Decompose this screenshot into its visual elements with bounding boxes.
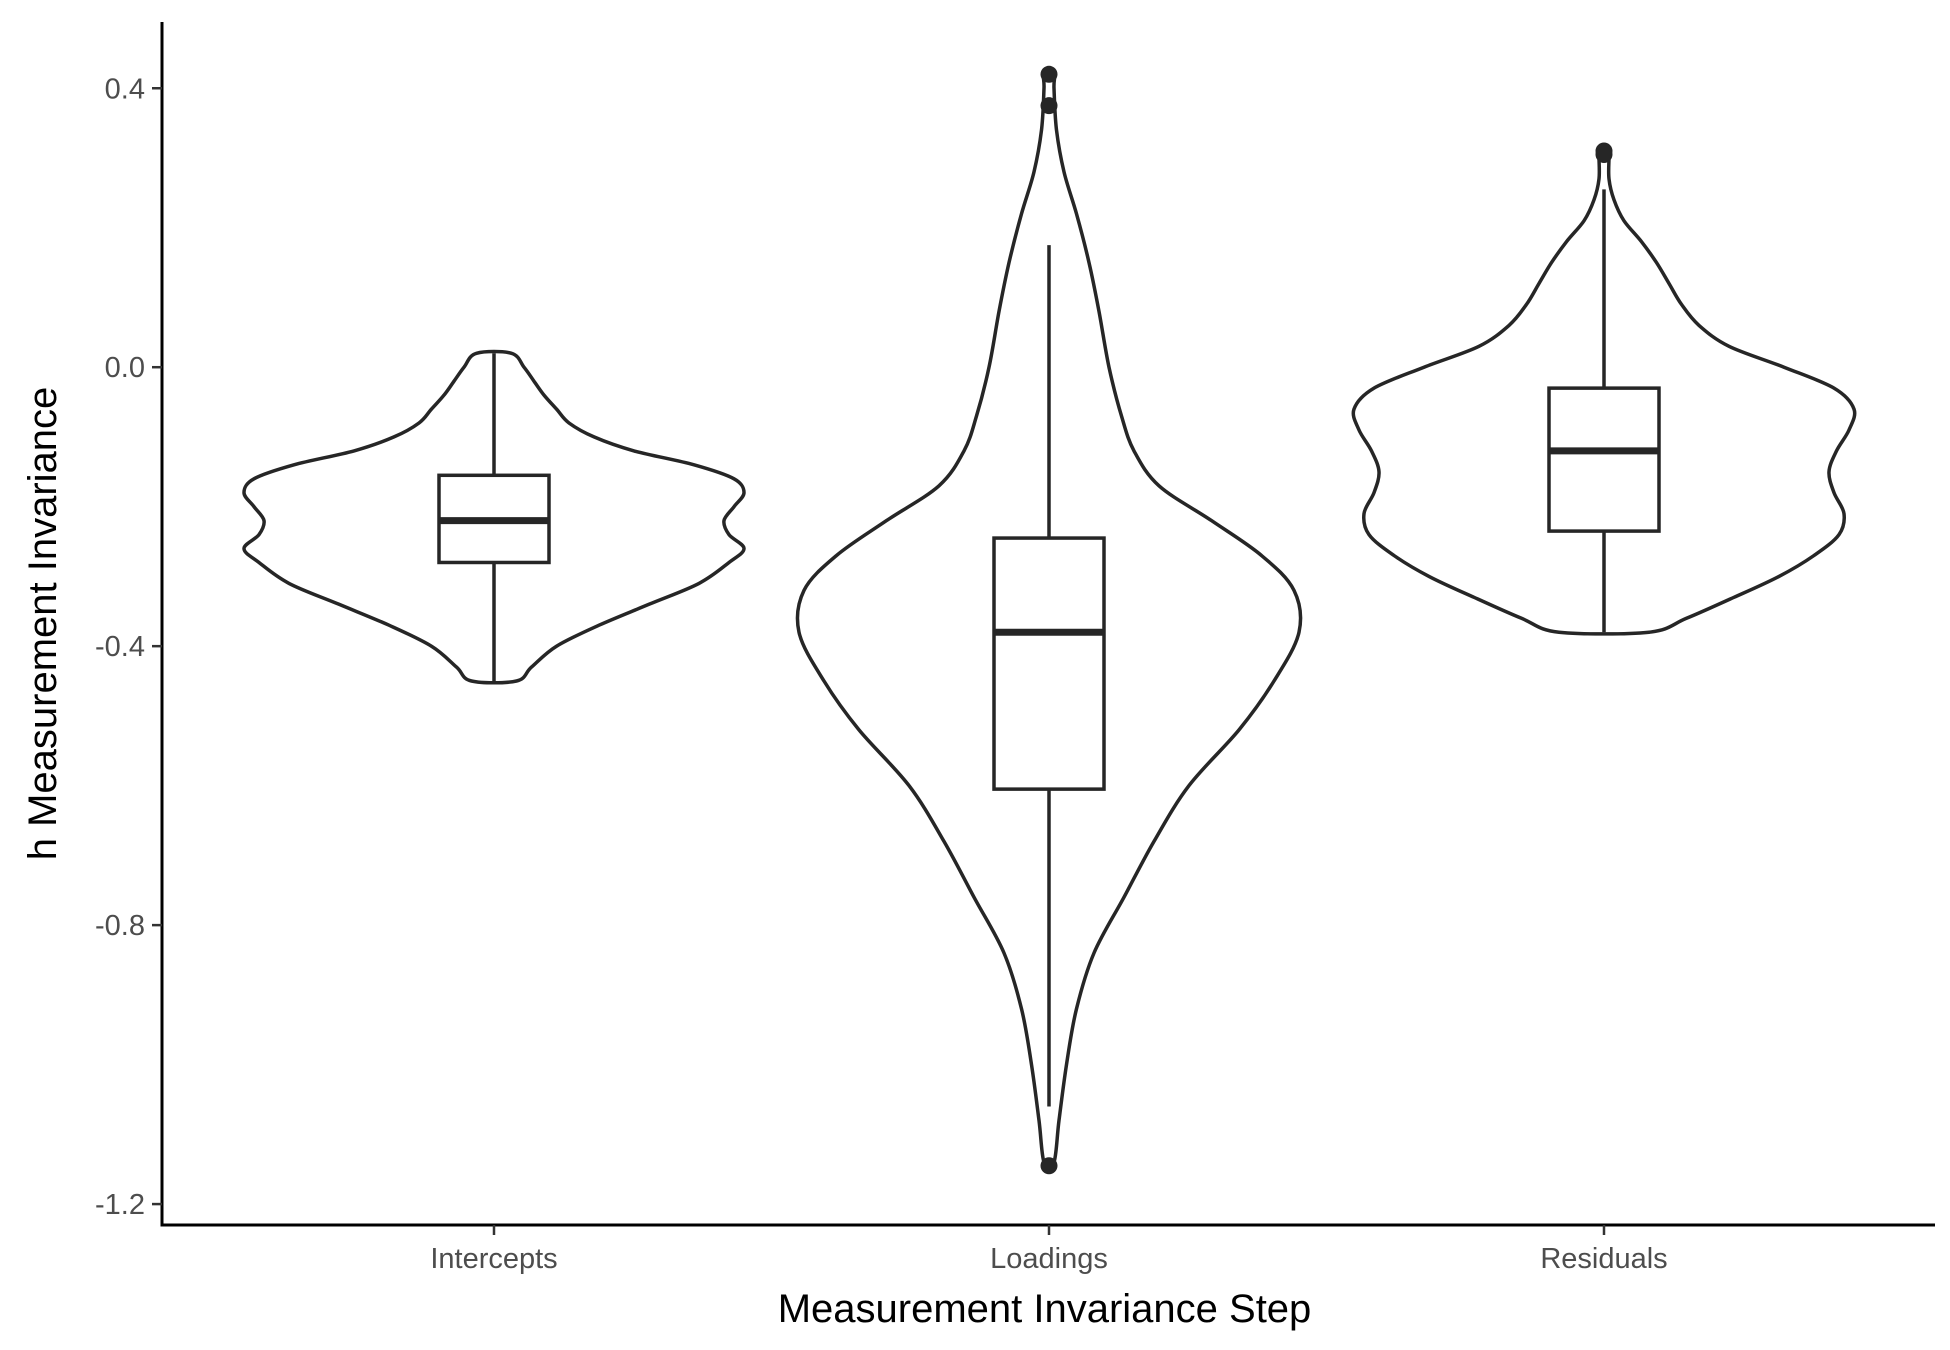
y-tick-label: -1.2 xyxy=(95,1189,145,1221)
violin-shape xyxy=(242,349,746,685)
outlier-point xyxy=(1040,97,1058,115)
y-axis-title: h Measurement Invariance xyxy=(21,387,65,861)
x-axis-ticks: Intercepts Loadings Residuals xyxy=(430,1225,1668,1275)
outlier-point xyxy=(1595,146,1613,164)
x-tick-label: Residuals xyxy=(1540,1243,1667,1275)
y-tick-label: 0.4 xyxy=(105,73,145,105)
y-axis-ticks: 0.4 0.0 -0.4 -0.8 -1.2 xyxy=(95,73,162,1221)
x-tick-label: Intercepts xyxy=(430,1243,557,1275)
y-tick-label: 0.0 xyxy=(105,352,145,384)
y-tick-label: -0.4 xyxy=(95,631,145,663)
x-axis-title: Measurement Invariance Step xyxy=(778,1287,1312,1331)
outlier-point xyxy=(1040,1157,1058,1175)
iqr-box xyxy=(992,536,1106,791)
plot-area xyxy=(242,65,1857,1175)
outlier-point xyxy=(1040,65,1058,83)
violin-group-intercepts xyxy=(242,349,746,685)
iqr-box xyxy=(1547,386,1661,533)
violin-group-loadings xyxy=(795,65,1303,1175)
violin-group-residuals xyxy=(1351,142,1857,636)
y-tick-label: -0.8 xyxy=(95,910,145,942)
violin-shape xyxy=(1351,148,1857,636)
x-tick-label: Loadings xyxy=(990,1243,1108,1275)
